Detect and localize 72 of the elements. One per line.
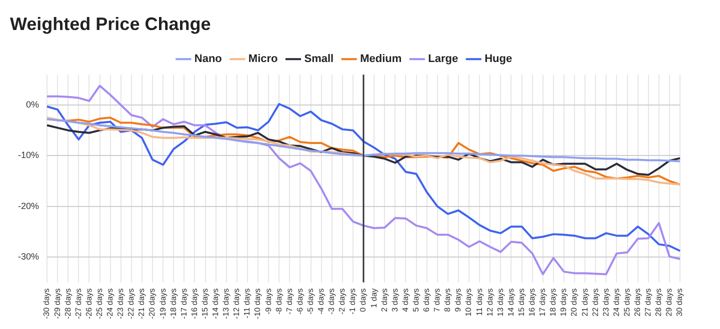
legend-label: Nano: [194, 53, 222, 66]
x-tick-label: 19 days: [559, 288, 568, 316]
x-tick-label: 5 days: [411, 288, 420, 312]
x-tick-label: 11 days: [474, 288, 484, 316]
x-tick-label: 4 days: [400, 288, 410, 312]
y-tick-label: 0%: [26, 99, 40, 110]
x-tick-label: 30 days: [675, 288, 684, 316]
x-tick-label: -7 days: [284, 288, 294, 315]
x-tick-label: -12 days: [232, 288, 242, 320]
x-tick-label: 17 days: [538, 288, 548, 316]
x-tick-label: 13 days: [496, 288, 505, 316]
x-tick-label: -14 days: [211, 288, 220, 320]
x-tick-label: 6 days: [422, 288, 432, 312]
x-tick-label: -8 days: [274, 288, 284, 315]
x-tick-label: 7 days: [432, 288, 442, 312]
x-tick-label: 14 days: [506, 288, 516, 316]
y-tick-label: -20%: [18, 200, 40, 211]
x-tick-label: 16 days: [528, 288, 537, 316]
x-tick-label: 10 days: [464, 288, 474, 316]
x-tick-label: -1 days: [348, 288, 358, 315]
x-tick-label: 8 days: [443, 288, 452, 312]
x-tick-label: 21 days: [580, 288, 590, 316]
x-tick-label: -28 days: [63, 288, 72, 320]
x-tick-label: -15 days: [200, 288, 210, 320]
legend-label: Huge: [484, 53, 512, 66]
x-tick-label: -16 days: [190, 288, 199, 320]
x-tick-label: 25 days: [622, 288, 632, 316]
x-tick-label: -2 days: [338, 288, 347, 315]
legend-label: Large: [428, 53, 458, 66]
x-tick-label: 24 days: [612, 288, 621, 316]
x-tick-label: 26 days: [633, 288, 642, 316]
legend-label: Small: [304, 53, 334, 66]
x-tick-label: -22 days: [126, 288, 136, 320]
x-tick-label: 18 days: [548, 288, 558, 316]
x-tick-label: 9 days: [454, 288, 463, 312]
x-tick-label: 22 days: [590, 288, 600, 316]
x-tick-label: 2 days: [380, 288, 389, 312]
x-tick-label: -23 days: [116, 288, 126, 320]
x-tick-label: 28 days: [654, 288, 664, 316]
x-tick-label: -17 days: [179, 288, 188, 320]
x-tick-label: -3 days: [327, 288, 336, 315]
x-tick-label: 15 days: [516, 288, 526, 316]
x-tick-label: 0 days: [358, 288, 368, 312]
x-tick-label: 12 days: [485, 288, 494, 316]
x-tick-label: -20 days: [148, 288, 157, 320]
x-tick-label: -25 days: [94, 288, 104, 320]
x-tick-label: -4 days: [316, 288, 326, 315]
x-tick-label: -30 days: [42, 288, 52, 320]
chart-title: Weighted Price Change: [10, 14, 211, 34]
legend-label: Micro: [248, 53, 278, 66]
y-tick-label: -30%: [18, 251, 40, 262]
x-tick-label: -19 days: [158, 288, 168, 320]
x-tick-label: -27 days: [74, 288, 83, 320]
x-tick-label: -9 days: [264, 288, 273, 315]
y-tick-label: -10%: [18, 150, 40, 160]
x-tick-label: -6 days: [295, 288, 304, 315]
x-tick-label: 20 days: [570, 288, 579, 316]
x-tick-label: -10 days: [253, 288, 262, 320]
x-tick-label: -24 days: [106, 288, 115, 320]
x-tick-label: -5 days: [306, 288, 315, 315]
x-tick-label: 29 days: [664, 288, 674, 316]
x-tick-label: 3 days: [390, 288, 400, 312]
x-tick-label: 23 days: [601, 288, 610, 316]
x-tick-label: -11 days: [242, 288, 252, 318]
x-tick-label: -18 days: [168, 288, 178, 320]
x-tick-label: -21 days: [137, 288, 146, 320]
x-tick-label: -26 days: [84, 288, 94, 320]
x-tick-label: 27 days: [644, 288, 653, 316]
x-tick-label: -29 days: [52, 288, 62, 320]
x-tick-label: 1 day: [369, 288, 378, 308]
legend-label: Medium: [360, 53, 402, 66]
x-tick-label: -13 days: [222, 288, 231, 320]
